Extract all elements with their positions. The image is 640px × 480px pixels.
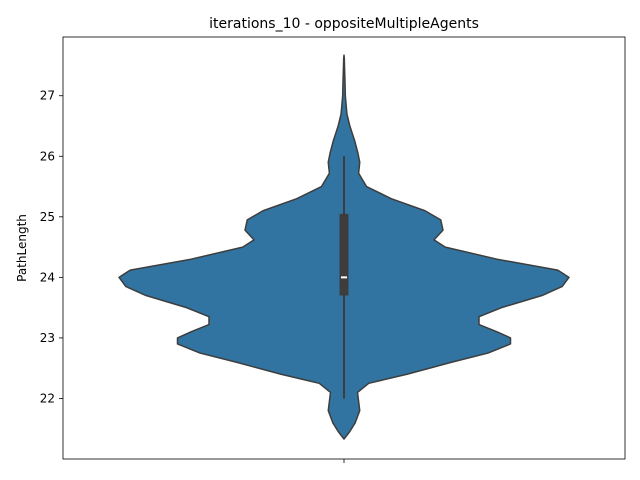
y-tick-label: 27 bbox=[40, 89, 55, 103]
y-tick-label: 26 bbox=[40, 149, 55, 163]
plot-area: 22 23 24 25 26 27 bbox=[40, 36, 626, 463]
y-tick-label: 25 bbox=[40, 210, 55, 224]
box-layer bbox=[339, 156, 349, 399]
y-tick-label: 23 bbox=[40, 331, 55, 345]
y-tick-label: 24 bbox=[40, 270, 55, 284]
y-axis-label: PathLength bbox=[15, 214, 29, 282]
y-tick-label: 22 bbox=[40, 391, 55, 405]
chart-title: iterations_10 - oppositeMultipleAgents bbox=[209, 16, 479, 32]
y-axis-ticks: 22 23 24 25 26 27 bbox=[40, 89, 63, 405]
interquartile-box bbox=[339, 213, 349, 296]
